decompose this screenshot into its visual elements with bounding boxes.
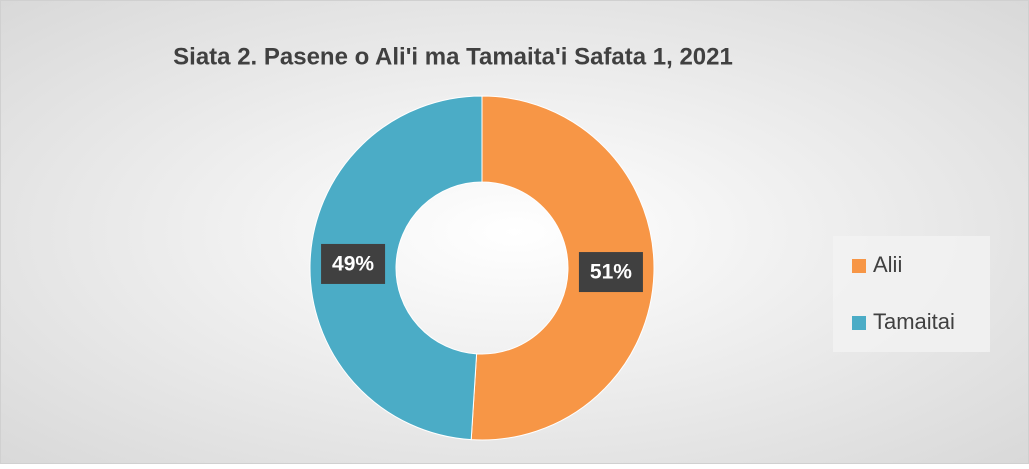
legend-swatch [852,259,866,273]
donut-slice [309,95,483,441]
chart-title: Siata 2. Pasene o Ali'i ma Tamaita'i Saf… [173,43,733,70]
legend-box [833,236,990,352]
data-label-box [321,243,386,284]
legend-label: Alii [873,252,902,277]
data-label: 49% [332,252,374,275]
legend-label: Tamaitai [873,309,955,334]
data-label-box [578,252,643,293]
donut-slice [470,95,655,441]
legend-swatch [852,316,866,330]
data-label: 51% [590,261,632,284]
